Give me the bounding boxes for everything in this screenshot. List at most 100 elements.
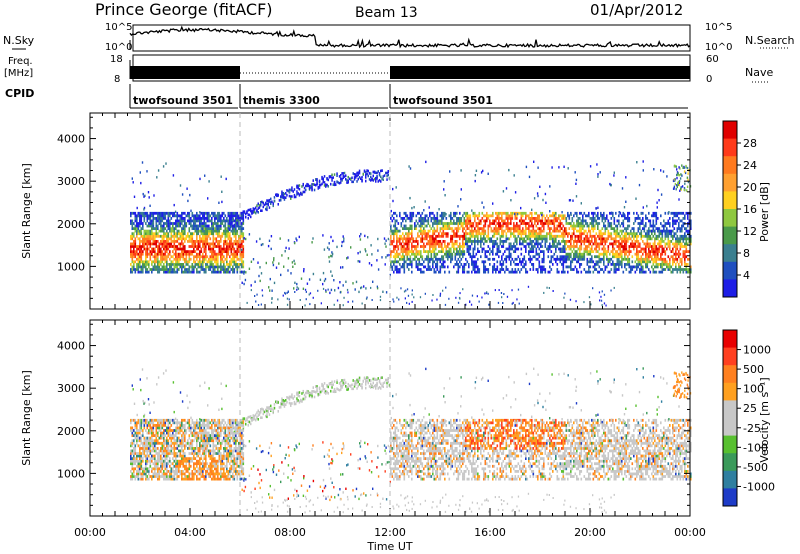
power-cell	[415, 263, 418, 266]
power-cell	[430, 234, 433, 238]
power-cell	[468, 245, 470, 248]
power-cell	[642, 252, 644, 256]
power-cell	[555, 219, 557, 223]
power-cell	[197, 265, 200, 269]
power-cell	[472, 211, 475, 215]
power-cell	[586, 263, 589, 266]
power-cell	[236, 240, 239, 243]
power-cell	[218, 224, 221, 228]
power-cell	[266, 199, 268, 202]
power-cell	[223, 219, 225, 223]
power-cell	[445, 217, 448, 220]
power-cell	[685, 242, 688, 246]
power-cell	[326, 177, 328, 180]
power-cell	[514, 268, 517, 271]
power-cell	[161, 229, 164, 233]
power-cell	[408, 217, 410, 220]
power-cell	[205, 242, 207, 246]
power-cell	[678, 252, 680, 256]
power-cell	[202, 217, 204, 220]
power-cell	[215, 270, 218, 274]
power-cell	[421, 245, 424, 248]
power-cell	[179, 217, 182, 220]
power-cell	[678, 268, 680, 271]
power-cell	[169, 270, 171, 274]
power-cell	[197, 245, 200, 248]
power-cell	[166, 242, 168, 246]
power-cell	[445, 247, 448, 251]
power-cell	[328, 175, 331, 179]
power-cell	[519, 229, 521, 233]
power-cell	[637, 227, 640, 230]
power-cell	[580, 263, 583, 266]
power-cell	[687, 257, 689, 261]
power-cell	[415, 255, 418, 259]
power-cell	[595, 232, 598, 236]
power-cell	[469, 224, 472, 228]
power-cell	[429, 229, 431, 233]
power-cell	[242, 214, 245, 218]
power-cell	[230, 268, 233, 271]
power-cell	[140, 219, 143, 223]
power-cell	[418, 224, 421, 228]
power-cell	[441, 217, 443, 220]
power-cell	[555, 257, 557, 261]
power-cell	[529, 224, 532, 228]
power-cell	[522, 242, 524, 246]
power-cell	[436, 229, 439, 233]
power-cell	[460, 234, 463, 238]
power-cell	[212, 270, 215, 274]
power-cell	[532, 255, 535, 259]
power-cell	[190, 270, 192, 274]
power-cell	[439, 250, 442, 253]
power-cell	[613, 222, 616, 225]
power-cell	[496, 260, 499, 264]
power-cell	[227, 219, 230, 223]
power-cell	[172, 227, 174, 230]
power-cell	[477, 229, 479, 233]
power-cell	[218, 270, 221, 274]
power-cell	[538, 237, 541, 241]
power-cell	[505, 260, 508, 264]
power-cell	[151, 242, 153, 246]
power-cell	[224, 242, 227, 246]
power-cell	[417, 265, 419, 269]
power-cell	[173, 203, 175, 207]
power-cell	[595, 240, 598, 243]
power-cell	[661, 245, 664, 248]
power-cell	[643, 250, 646, 253]
power-cell	[531, 247, 533, 251]
power-cell	[390, 224, 392, 228]
power-cell	[666, 247, 668, 251]
power-cell	[540, 234, 542, 238]
power-cell	[146, 255, 149, 259]
power-cell	[549, 270, 551, 274]
power-cell	[435, 234, 437, 238]
power-cell	[409, 167, 412, 170]
power-cell	[502, 211, 505, 215]
power-cell	[465, 214, 467, 218]
power-cell	[511, 217, 514, 220]
power-cell	[430, 245, 433, 248]
power-cell	[685, 247, 688, 251]
power-cell	[684, 214, 686, 218]
power-cell	[200, 265, 203, 269]
power-cell	[586, 214, 589, 218]
power-cell	[577, 237, 580, 241]
power-cell	[592, 265, 595, 269]
power-cell	[444, 260, 446, 264]
power-cell	[358, 290, 360, 294]
power-cell	[502, 234, 505, 238]
power-cell	[151, 234, 153, 238]
power-cell	[628, 224, 631, 228]
power-cell	[241, 250, 243, 253]
power-cell	[534, 242, 536, 246]
power-cell	[194, 217, 197, 220]
power-cell	[687, 224, 689, 228]
power-cell	[172, 174, 175, 177]
power-cell	[146, 268, 149, 271]
power-cell	[233, 263, 236, 266]
power-cell	[209, 263, 212, 266]
power-cell	[229, 247, 231, 251]
power-cell	[652, 214, 655, 218]
